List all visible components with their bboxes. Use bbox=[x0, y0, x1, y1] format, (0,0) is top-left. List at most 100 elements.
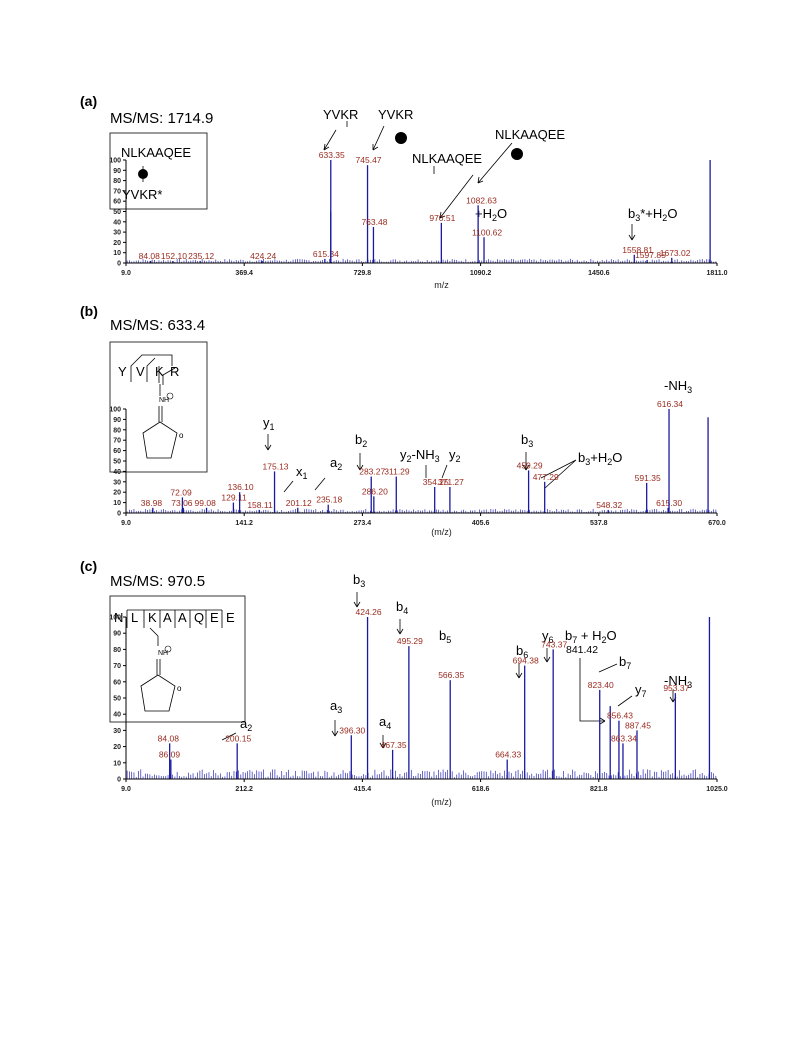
y-tick-label: 0 bbox=[117, 261, 121, 268]
panel-c: (c) MS/MS: 970.5 N L K A A Q E E NH o a2… bbox=[80, 558, 692, 749]
panel-b-inset-ring bbox=[142, 406, 178, 459]
panel-c-inset-a1: A bbox=[163, 610, 172, 625]
peak-label: 615.34 bbox=[313, 249, 339, 259]
peak-label: 856.43 bbox=[607, 711, 633, 721]
annot-a-b3-h2o: b3*+H2O bbox=[628, 206, 677, 223]
panel-b-inset-charge bbox=[166, 392, 174, 400]
peak-label: 424.24 bbox=[250, 251, 276, 261]
panel-b-title: MS/MS: 633.4 bbox=[110, 317, 205, 334]
panel-b-inset-nh: NH bbox=[159, 397, 169, 404]
annot-b-a2: a2 bbox=[330, 455, 342, 472]
panel-c-inset-charge bbox=[164, 645, 172, 653]
x-tick-label: 9.0 bbox=[121, 270, 131, 277]
peak-label: 235.18 bbox=[316, 495, 342, 505]
peak-label: 286.20 bbox=[362, 486, 388, 496]
peak-label: 633.35 bbox=[319, 150, 345, 160]
y-tick-label: 30 bbox=[113, 728, 121, 735]
x-tick-label: 141.2 bbox=[235, 520, 253, 527]
peak-label: 459.29 bbox=[517, 460, 543, 470]
panel-b-inset-r: R bbox=[170, 364, 179, 379]
spectrum-panel-0: 84.08 152.10 235.12 424.24 615.34 633.35 745.4… bbox=[109, 150, 727, 290]
panel-c-inset-q: Q bbox=[194, 610, 204, 625]
y-tick-label: 100 bbox=[109, 158, 121, 165]
y-tick-label: 40 bbox=[113, 712, 121, 719]
annot-c-841: 841.42 bbox=[566, 644, 598, 656]
x-tick-label: 1811.0 bbox=[706, 270, 727, 277]
panel-c-inset-a2: A bbox=[178, 610, 187, 625]
annot-a-arrow-1 bbox=[323, 129, 337, 151]
annot-b-b3h2o: b3+H2O bbox=[578, 450, 622, 467]
peak-label: 175.13 bbox=[263, 461, 289, 471]
peak-label: 467.35 bbox=[381, 740, 407, 750]
annot-b-arrow-b3h2o bbox=[540, 459, 577, 489]
peak-label: 495.29 bbox=[397, 636, 423, 646]
peak-label: 1558.81 bbox=[622, 245, 653, 255]
panel-a-inset-dot bbox=[138, 169, 148, 179]
x-tick-label: 1090.2 bbox=[470, 270, 492, 277]
annot-b-b3: b3 bbox=[521, 432, 533, 449]
x-tick-label: 729.8 bbox=[354, 270, 372, 277]
y-tick-label: 0 bbox=[117, 511, 121, 518]
annot-c-y7: y7 bbox=[635, 682, 647, 699]
panel-c-inset-l: L bbox=[131, 610, 138, 625]
annot-a-arrow-2 bbox=[372, 125, 385, 151]
annot-a-yvkr-2: YVKR bbox=[378, 107, 413, 122]
annot-c-arrowhead-b6 bbox=[515, 672, 523, 679]
annot-c-arrow-y7 bbox=[617, 695, 633, 707]
annot-a-nlkaaqee-2: NLKAAQEE bbox=[495, 127, 565, 142]
panel-c-inset-e2: E bbox=[226, 610, 235, 625]
annot-c-b7: b7 bbox=[619, 654, 631, 671]
panel-b-inset-y: Y bbox=[118, 364, 127, 379]
annot-c-b4: b4 bbox=[396, 599, 408, 616]
annot-c-a2: a2 bbox=[240, 716, 252, 733]
peak-label: 970.51 bbox=[429, 213, 455, 223]
x-axis-label: (m/z) bbox=[431, 527, 452, 537]
annot-a-arrowhead-4 bbox=[477, 176, 484, 184]
peak-label: 38.98 bbox=[141, 498, 163, 508]
peak-label: 953.37 bbox=[663, 683, 689, 693]
annot-a-arrow-3 bbox=[439, 174, 474, 219]
annot-c-b3: b3 bbox=[353, 572, 365, 589]
panel-b: (b) MS/MS: 633.4 Y V K R NH o -NH3 y1 x1… bbox=[80, 303, 692, 493]
annot-b-arrow-a2 bbox=[314, 477, 326, 491]
y-tick-label: 80 bbox=[113, 647, 121, 654]
y-tick-label: 80 bbox=[113, 427, 121, 434]
peak-label: 311.29 bbox=[384, 467, 410, 477]
annot-c-a3: a3 bbox=[330, 698, 342, 715]
annot-a-arrowhead-1 bbox=[323, 143, 330, 151]
peak-label: 1597.85 bbox=[635, 250, 666, 260]
y-tick-label: 60 bbox=[113, 448, 121, 455]
y-tick-label: 70 bbox=[113, 438, 121, 445]
peak-label: 84.08 bbox=[139, 251, 161, 261]
y-tick-label: 0 bbox=[117, 777, 121, 784]
peak-label: 72.09 bbox=[170, 487, 192, 497]
peak-label: 99.08 bbox=[195, 498, 217, 508]
annot-a-arrowhead-2 bbox=[372, 144, 379, 151]
x-tick-label: 618.6 bbox=[472, 786, 490, 793]
peak-label: 283.27 bbox=[359, 467, 385, 477]
annot-c-arrow-b7 bbox=[598, 663, 618, 673]
y-tick-label: 70 bbox=[113, 188, 121, 195]
annot-c-y6: y6 bbox=[542, 628, 554, 645]
annot-c-arrowhead-b7h2o bbox=[599, 717, 606, 725]
y-tick-label: 90 bbox=[113, 417, 121, 424]
spectrum-panel-2: 84.08 86.09 200.15 396.30 424.26 467.35 495.29… bbox=[109, 607, 727, 807]
annot-b-arrow-x1 bbox=[283, 480, 294, 493]
y-tick-label: 30 bbox=[113, 230, 121, 237]
peak-label: 354.25 bbox=[423, 477, 449, 487]
peak-label: 863.34 bbox=[611, 733, 637, 743]
y-tick-label: 40 bbox=[113, 469, 121, 476]
panel-c-inset-nh: NH bbox=[158, 650, 168, 657]
peak-label: 201.12 bbox=[286, 498, 312, 508]
x-tick-label: 369.4 bbox=[235, 270, 253, 277]
annot-b-arrowhead-b2 bbox=[356, 464, 364, 471]
x-tick-label: 537.8 bbox=[590, 520, 608, 527]
y-tick-label: 90 bbox=[113, 168, 121, 175]
annot-c-arrowhead-b3 bbox=[353, 601, 361, 608]
y-tick-label: 20 bbox=[113, 240, 121, 247]
y-tick-label: 60 bbox=[113, 679, 121, 686]
panel-c-inset-k: K bbox=[148, 610, 157, 625]
spectra-plots: 84.08 152.10 235.12 424.24 615.34633.35745.4… bbox=[109, 150, 727, 807]
y-tick-label: 100 bbox=[109, 407, 121, 414]
y-tick-label: 10 bbox=[113, 760, 121, 767]
